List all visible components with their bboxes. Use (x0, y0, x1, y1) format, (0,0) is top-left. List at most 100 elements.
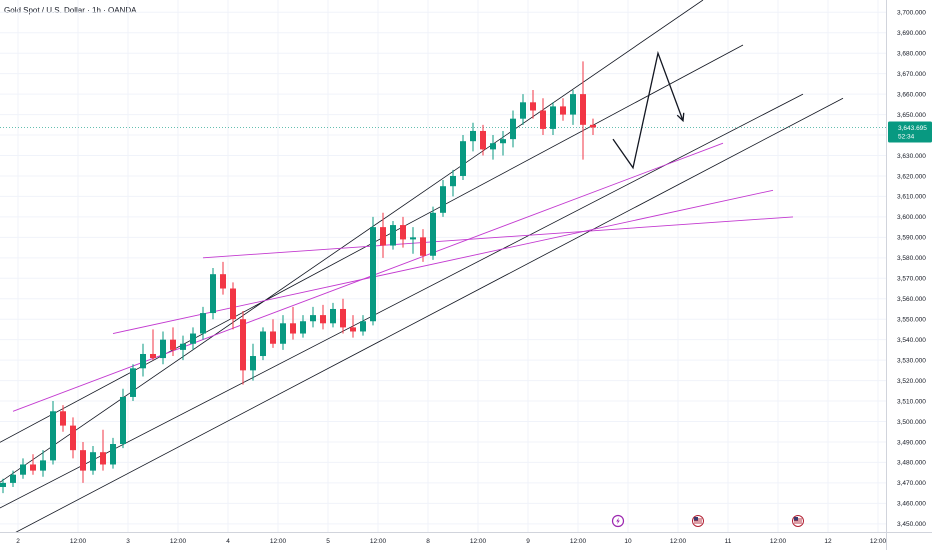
price-badge (888, 121, 932, 143)
channel-line (0, 0, 704, 483)
x-tick-label: 12:00 (370, 538, 387, 545)
candle-body (400, 225, 406, 240)
candle-body (220, 274, 226, 289)
x-tick-label: 12:00 (770, 538, 787, 545)
candle-body (460, 141, 466, 176)
y-tick-label: 3,520.000 (897, 378, 926, 385)
fan-line (202, 216, 794, 259)
x-tick-label: 8 (426, 538, 430, 545)
y-tick-label: 3,560.000 (897, 296, 926, 303)
candle-body (50, 411, 56, 461)
y-tick-label: 3,500.000 (897, 419, 926, 426)
candle-body (330, 308, 336, 324)
candle-body (170, 339, 176, 350)
x-tick-label: 9 (526, 538, 530, 545)
candle-body (260, 331, 266, 357)
channel-line (0, 93, 804, 509)
candle-body (370, 227, 376, 322)
candle-body (520, 102, 526, 119)
candle-body (250, 356, 256, 371)
candle-body (490, 143, 496, 150)
price-badge-countdown: 52:34 (898, 133, 915, 140)
candle-body (320, 315, 326, 324)
candle-body (180, 343, 186, 350)
candle-body (90, 452, 96, 471)
candle-body (470, 130, 476, 142)
x-tick-label: 12:00 (270, 538, 287, 545)
x-tick-label: 12:00 (70, 538, 87, 545)
y-tick-label: 3,580.000 (897, 255, 926, 262)
candle-body (540, 110, 546, 129)
x-tick-label: 10 (624, 538, 632, 545)
y-tick-label: 3,610.000 (897, 194, 926, 201)
candle-body (30, 464, 36, 471)
flag-canton (694, 517, 698, 521)
y-tick-label: 3,540.000 (897, 337, 926, 344)
y-tick-label: 3,460.000 (897, 501, 926, 508)
candle-body (530, 102, 536, 111)
candle-body (590, 124, 596, 128)
y-tick-label: 3,620.000 (897, 173, 926, 180)
channel-line (15, 97, 844, 532)
candle-body (60, 411, 66, 426)
projection-path (612, 50, 684, 170)
candle-body (40, 460, 46, 471)
y-tick-label: 3,680.000 (897, 51, 926, 58)
candle-body (380, 227, 386, 246)
x-tick-label: 12:00 (170, 538, 187, 545)
candle-body (510, 118, 516, 140)
candle-body (270, 331, 276, 344)
candle-body (550, 106, 556, 129)
candle-body (0, 482, 6, 487)
candle-body (440, 186, 446, 213)
projection-arrowhead (676, 112, 685, 123)
lightning-glyph (616, 517, 620, 525)
x-tick-label: 2 (16, 538, 20, 545)
candle-body (300, 321, 306, 334)
candle-body (280, 323, 286, 344)
y-tick-label: 3,510.000 (897, 398, 926, 405)
candle-body (130, 368, 136, 397)
candle-body (450, 175, 456, 187)
y-tick-label: 3,650.000 (897, 112, 926, 119)
y-tick-label: 3,490.000 (897, 439, 926, 446)
candle-body (580, 94, 586, 125)
y-tick-label: 3,530.000 (897, 357, 926, 364)
chart-title: Gold Spot / U.S. Dollar · 1h · OANDA (4, 6, 137, 15)
candle-body (100, 452, 106, 465)
x-tick-label: 4 (226, 538, 230, 545)
candle-body (120, 396, 126, 445)
fan-line (112, 189, 774, 334)
channel-line (0, 44, 744, 443)
x-tick-label: 5 (326, 538, 330, 545)
candle-body (390, 225, 396, 246)
x-tick-label: 12:00 (870, 538, 887, 545)
x-tick-label: 11 (725, 538, 732, 545)
candle-body (560, 106, 566, 115)
flag-canton (794, 517, 798, 521)
candle-body (150, 353, 156, 359)
y-tick-label: 3,590.000 (897, 235, 926, 242)
candle-body (20, 464, 26, 475)
plot-area (0, 0, 886, 532)
candle-body (430, 212, 436, 256)
candle-body (70, 425, 76, 451)
price-badge-value: 3,643.695 (898, 125, 927, 132)
y-tick-label: 3,700.000 (897, 10, 926, 17)
candle-body (410, 237, 416, 240)
y-tick-label: 3,600.000 (897, 214, 926, 221)
candle-body (140, 353, 146, 369)
y-tick-label: 3,670.000 (897, 71, 926, 78)
candle-body (160, 339, 166, 359)
candle-body (210, 274, 216, 314)
candle-body (190, 333, 196, 344)
y-tick-label: 3,660.000 (897, 91, 926, 98)
y-tick-label: 3,630.000 (897, 153, 926, 160)
candle-body (230, 288, 236, 320)
y-tick-label: 3,550.000 (897, 317, 926, 324)
candle-body (290, 323, 296, 334)
candle-body (10, 474, 16, 483)
y-tick-label: 3,480.000 (897, 460, 926, 467)
